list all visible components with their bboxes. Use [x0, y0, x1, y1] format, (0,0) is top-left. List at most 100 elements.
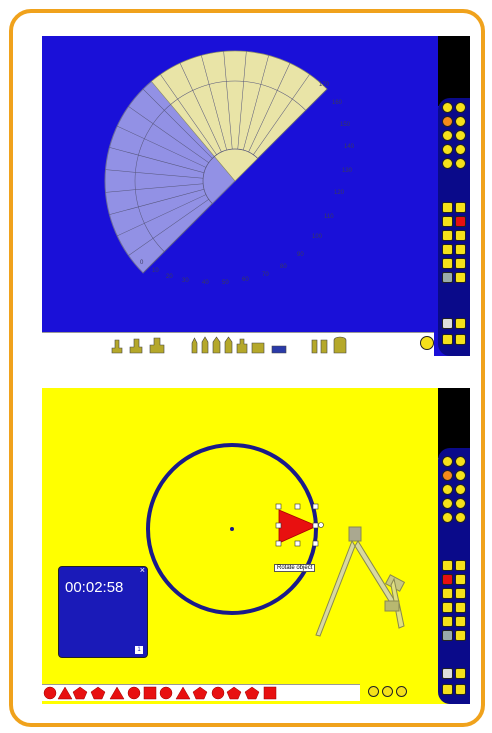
- tool-square[interactable]: [442, 616, 453, 627]
- selection-handles: [275, 503, 324, 547]
- tool-square[interactable]: [455, 244, 466, 255]
- red-triangle: [278, 509, 319, 544]
- tool-square[interactable]: [442, 272, 453, 283]
- tool-square[interactable]: [442, 216, 453, 227]
- tray-toggle-button[interactable]: [420, 336, 434, 350]
- tool-square[interactable]: [455, 630, 466, 641]
- tool-square[interactable]: [455, 318, 466, 329]
- tool-square[interactable]: [442, 668, 453, 679]
- compass-tool: [315, 526, 406, 637]
- toolbar-button[interactable]: [455, 498, 466, 509]
- protractor-label: 140: [344, 144, 355, 150]
- tool-square[interactable]: [442, 588, 453, 599]
- toolbar-button[interactable]: [455, 158, 466, 169]
- tool-square[interactable]: [455, 202, 466, 213]
- toolbar-button[interactable]: [442, 456, 453, 467]
- pencil-icon: [224, 336, 233, 354]
- toolbar-button[interactable]: [455, 456, 466, 467]
- stamp-triangle: [175, 686, 191, 700]
- toolbar-button[interactable]: [455, 470, 466, 481]
- tool-square[interactable]: [442, 202, 453, 213]
- toolbar-button[interactable]: [442, 144, 453, 155]
- stamp-triangle: [109, 686, 125, 700]
- tool-square[interactable]: [455, 334, 466, 345]
- toolbar-button[interactable]: [455, 116, 466, 127]
- toolbar-button[interactable]: [442, 470, 453, 481]
- tool-square[interactable]: [442, 684, 453, 695]
- stamp-square: [263, 686, 277, 700]
- countdown-timer[interactable]: 00:02:58 × 1: [58, 565, 148, 658]
- tool-square[interactable]: [442, 560, 453, 571]
- tool-square[interactable]: [442, 602, 453, 613]
- stamp-triangle: [57, 686, 73, 700]
- timer-display: 00:02:58: [65, 579, 124, 596]
- tool-square[interactable]: [455, 588, 466, 599]
- tool-square[interactable]: [442, 334, 453, 345]
- tool-square[interactable]: [455, 602, 466, 613]
- toolbar-button[interactable]: [455, 144, 466, 155]
- stamp-pentagon: [90, 686, 106, 700]
- protractor-label: 70: [262, 272, 269, 278]
- marker-icon: [129, 338, 143, 354]
- bottom-tool-tray: [42, 332, 434, 356]
- protractor-label: 50: [222, 280, 229, 286]
- toolbar-button[interactable]: [455, 484, 466, 495]
- protractor-label: 30: [182, 278, 189, 284]
- stamp-pentagon: [192, 686, 208, 700]
- tool-square[interactable]: [442, 230, 453, 241]
- toolbar-button[interactable]: [442, 116, 453, 127]
- protractor-label: 20: [166, 274, 173, 280]
- tool-square[interactable]: [442, 258, 453, 269]
- protractor-ticks: [105, 51, 328, 274]
- tray-center-button[interactable]: [382, 686, 393, 697]
- protractor-label: 40: [202, 280, 209, 286]
- tool-square[interactable]: [455, 230, 466, 241]
- brush-icon: [236, 338, 248, 354]
- toolbar-button[interactable]: [442, 484, 453, 495]
- toolbar-button[interactable]: [442, 130, 453, 141]
- toolbar-button[interactable]: [442, 498, 453, 509]
- right-toolbar: [438, 98, 470, 356]
- timer-close-icon[interactable]: ×: [139, 565, 145, 575]
- tray-prev-button[interactable]: [368, 686, 379, 697]
- stamp-circle: [43, 686, 57, 700]
- tool-square[interactable]: [455, 216, 466, 227]
- protractor-label: 80: [280, 264, 287, 270]
- screenshot-protractor: 170 160 150 140 130 120 110 100 90 80 70…: [42, 36, 470, 356]
- stamp-pentagon: [226, 686, 242, 700]
- protractor-label: 0: [140, 260, 144, 266]
- tray-next-button[interactable]: [396, 686, 407, 697]
- tool-square[interactable]: [442, 318, 453, 329]
- tool-square[interactable]: [455, 616, 466, 627]
- tray-nav-buttons: [368, 686, 416, 700]
- timer-corner-label[interactable]: 1: [135, 646, 143, 654]
- right-black-strip: [438, 388, 470, 458]
- pencil-icon: [212, 336, 221, 354]
- tool-square[interactable]: [455, 574, 466, 585]
- tool-square[interactable]: [442, 244, 453, 255]
- toolbar-button[interactable]: [442, 512, 453, 523]
- drawing-canvas: [146, 443, 406, 637]
- tool-square[interactable]: [442, 574, 453, 585]
- tool-square[interactable]: [455, 258, 466, 269]
- protractor-label: 150: [340, 122, 351, 128]
- protractor-highlighted-sector: [150, 50, 328, 182]
- protractor-label: 120: [334, 190, 345, 196]
- tool-square[interactable]: [455, 272, 466, 283]
- drawn-circle: [146, 443, 318, 615]
- stamp-pentagon: [244, 686, 260, 700]
- circle-center-dot: [230, 527, 234, 531]
- protractor-label: 110: [324, 214, 334, 220]
- toolbar-button[interactable]: [455, 512, 466, 523]
- tool-square[interactable]: [442, 630, 453, 641]
- protractor-label: 170: [319, 82, 330, 88]
- tool-square[interactable]: [455, 668, 466, 679]
- toolbar-button[interactable]: [442, 158, 453, 169]
- pen-icons[interactable]: [42, 333, 434, 356]
- toolbar-button[interactable]: [442, 102, 453, 113]
- tool-square[interactable]: [455, 560, 466, 571]
- toolbar-button[interactable]: [455, 130, 466, 141]
- shape-stamps[interactable]: [42, 685, 360, 701]
- toolbar-button[interactable]: [455, 102, 466, 113]
- tool-square[interactable]: [455, 684, 466, 695]
